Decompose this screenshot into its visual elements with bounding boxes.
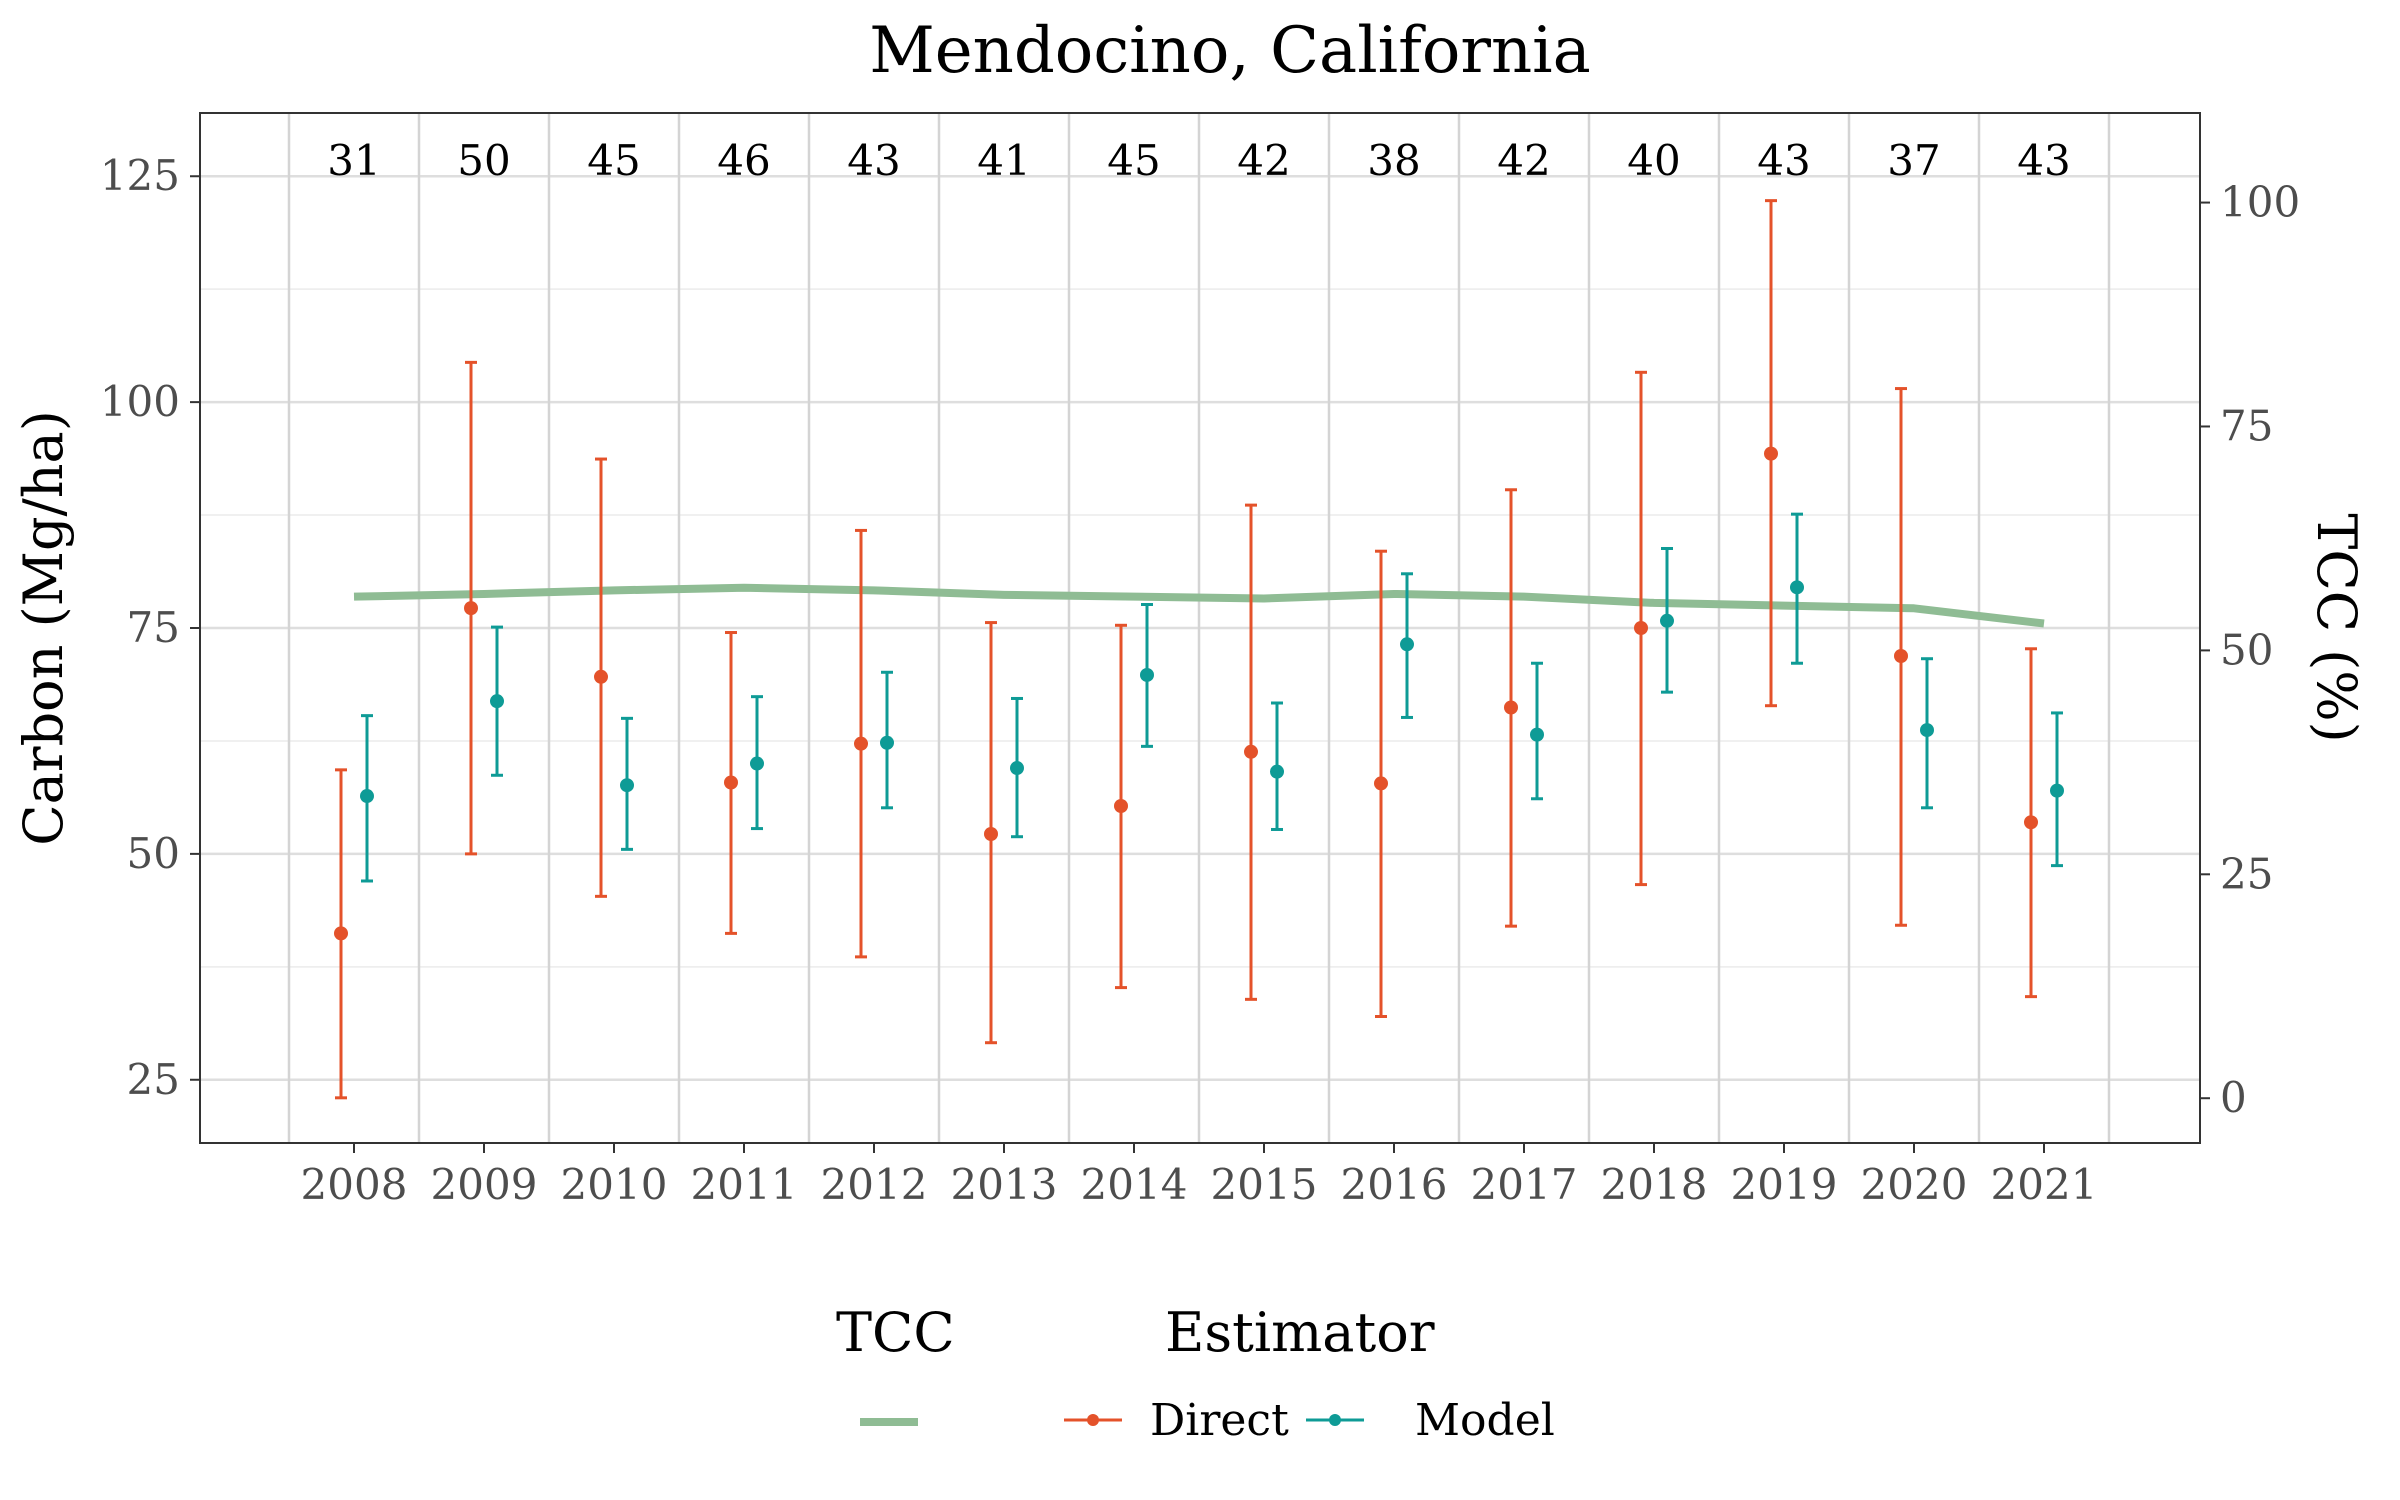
x-tick-label: 2014 xyxy=(1081,1160,1188,1209)
y-tick-label: 100 xyxy=(100,377,180,426)
sample-count-label: 45 xyxy=(587,136,640,185)
y-axis-title: Carbon (Mg/ha) xyxy=(12,410,75,846)
sample-count-label: 45 xyxy=(1107,136,1160,185)
direct-point xyxy=(1634,621,1648,635)
model-point xyxy=(360,789,374,804)
model-point xyxy=(1920,723,1934,738)
direct-point xyxy=(984,827,998,841)
x-tick-label: 2017 xyxy=(1471,1160,1578,1209)
sample-count-label: 42 xyxy=(1497,136,1550,185)
model-point xyxy=(880,735,894,750)
direct-point xyxy=(1244,744,1258,759)
direct-point xyxy=(2024,815,2038,830)
y-tick-label: 125 xyxy=(100,151,180,200)
x-tick-label: 2011 xyxy=(691,1160,798,1209)
direct-point xyxy=(724,775,738,790)
sample-count-label: 31 xyxy=(327,136,380,185)
x-tick-label: 2020 xyxy=(1861,1160,1968,1209)
model-point xyxy=(1530,727,1544,742)
direct-point xyxy=(1764,446,1778,461)
x-tick-label: 2021 xyxy=(1991,1160,2098,1209)
model-point xyxy=(750,756,764,771)
x-tick-label: 2008 xyxy=(301,1160,408,1209)
x-tick-label: 2012 xyxy=(821,1160,928,1209)
direct-point xyxy=(464,601,478,616)
legend-key-direct-point xyxy=(1087,1414,1099,1426)
legend-title-tcc: TCC xyxy=(836,1301,955,1364)
model-point xyxy=(2050,783,2064,798)
sample-count-label: 43 xyxy=(2017,136,2070,185)
sample-count-label: 40 xyxy=(1627,136,1680,185)
sample-count-label: 46 xyxy=(717,136,770,185)
model-point xyxy=(1400,637,1414,652)
sample-counts: 31 50 45 46 43 41 45 42 38 42 40 43 37 43 xyxy=(327,136,2070,185)
legend: TCC Estimator Direct Model xyxy=(836,1301,1555,1446)
legend-label-direct: Direct xyxy=(1150,1395,1289,1446)
sample-count-label: 50 xyxy=(457,136,510,185)
data-points xyxy=(334,446,2064,941)
direct-point xyxy=(334,926,348,941)
model-point xyxy=(1790,580,1804,595)
legend-key-model-point xyxy=(1329,1414,1341,1426)
direct-point xyxy=(1894,649,1908,664)
model-point xyxy=(1140,667,1154,682)
y2-tick-label: 75 xyxy=(2220,401,2273,450)
x-tick-label: 2013 xyxy=(951,1160,1058,1209)
y2-tick-label: 25 xyxy=(2220,849,2273,898)
y-tick-label: 25 xyxy=(127,1055,180,1104)
sample-count-label: 41 xyxy=(977,136,1030,185)
sample-count-label: 37 xyxy=(1887,136,1940,185)
x-tick-label: 2009 xyxy=(431,1160,538,1209)
sample-count-label: 42 xyxy=(1237,136,1290,185)
right-axis: 0 25 50 75 100 xyxy=(2200,178,2300,1122)
y-tick-label: 75 xyxy=(127,603,180,652)
model-point xyxy=(1270,764,1284,779)
grid xyxy=(200,113,2200,1143)
x-tick-label: 2018 xyxy=(1601,1160,1708,1209)
direct-point xyxy=(1374,776,1388,791)
sample-count-label: 43 xyxy=(847,136,900,185)
y-tick-label: 50 xyxy=(127,829,180,878)
model-point xyxy=(1010,761,1024,776)
tcc-series xyxy=(353,583,2045,628)
model-point xyxy=(1660,613,1674,628)
direct-point xyxy=(594,669,608,684)
legend-label-model: Model xyxy=(1415,1395,1555,1446)
x-tick-label: 2016 xyxy=(1341,1160,1448,1209)
y2-tick-label: 100 xyxy=(2220,178,2300,227)
sample-count-label: 43 xyxy=(1757,136,1810,185)
direct-point xyxy=(854,736,868,751)
model-point xyxy=(490,694,504,709)
direct-point xyxy=(1504,700,1518,715)
x-axis: 2008 2009 2010 2011 2012 2013 2014 2015 2016 2017… xyxy=(301,1143,2098,1209)
model-point xyxy=(620,778,634,793)
x-tick-label: 2019 xyxy=(1731,1160,1838,1209)
legend-title-estimator: Estimator xyxy=(1165,1301,1435,1364)
x-tick-label: 2015 xyxy=(1211,1160,1318,1209)
left-axis: 25 50 75 100 125 xyxy=(100,151,200,1104)
tcc-line xyxy=(353,583,2045,628)
sample-count-label: 38 xyxy=(1367,136,1420,185)
direct-point xyxy=(1114,798,1128,813)
x-tick-label: 2010 xyxy=(561,1160,668,1209)
chart-title: Mendocino, California xyxy=(869,14,1591,88)
y2-tick-label: 0 xyxy=(2220,1073,2247,1122)
y2-tick-label: 50 xyxy=(2220,625,2273,674)
y2-axis-title: TCC (%) xyxy=(2305,513,2368,742)
